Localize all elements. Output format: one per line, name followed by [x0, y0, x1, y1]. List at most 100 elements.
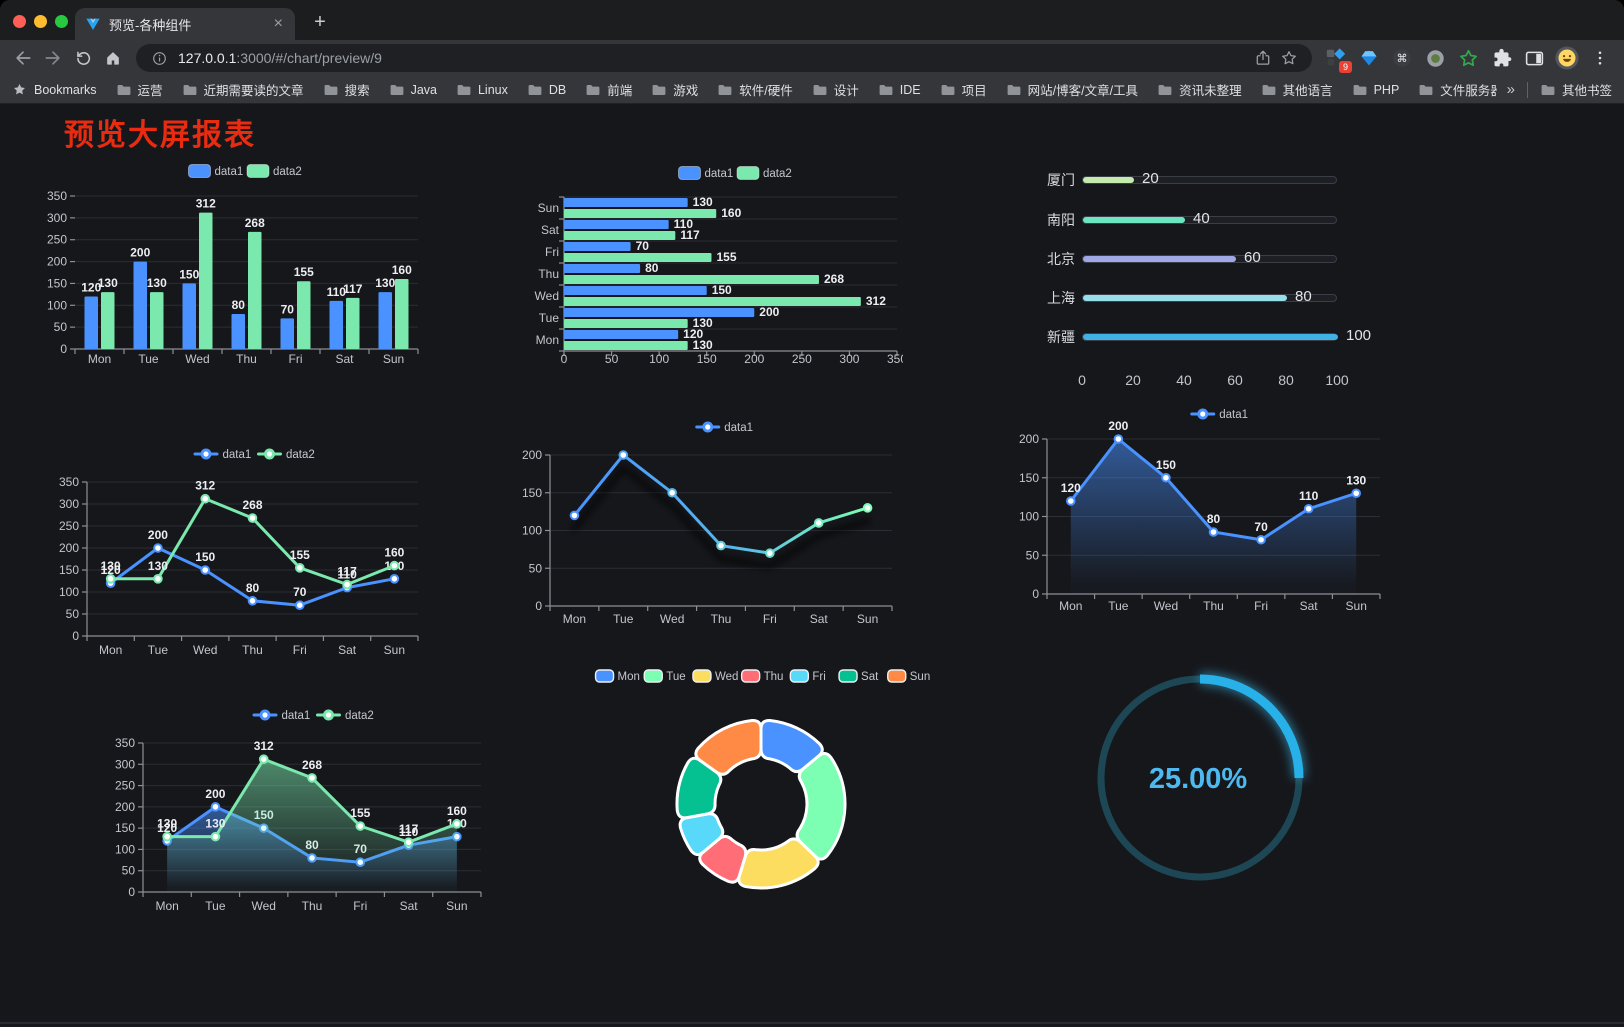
forward-button[interactable] — [38, 43, 68, 73]
window-zoom-button[interactable] — [55, 15, 68, 28]
bookmark-folder[interactable]: 软件/硬件 — [717, 80, 793, 99]
home-button[interactable] — [98, 43, 128, 73]
legend-item-data1[interactable]: data1 — [188, 164, 244, 179]
data-point-data2-Tue[interactable] — [153, 574, 163, 584]
bar-data1-Fri[interactable] — [280, 318, 295, 349]
window-close-button[interactable] — [13, 15, 26, 28]
progress-fill-新疆[interactable] — [1083, 334, 1338, 340]
data-point-data1-Tue[interactable] — [210, 802, 221, 812]
side-panel-icon[interactable] — [1522, 46, 1546, 70]
progress-fill-上海[interactable] — [1083, 295, 1287, 301]
data-point-data2-Wed[interactable] — [258, 754, 269, 764]
bookmark-folder[interactable]: 其他语言 — [1261, 80, 1333, 99]
hbar-data2-Sat[interactable] — [564, 231, 676, 240]
legend-item-data1[interactable]: data1 — [252, 709, 311, 723]
pie-segment-Sat[interactable] — [675, 756, 723, 820]
bar-data2-Sun[interactable] — [395, 279, 409, 349]
bookmarks-overflow-button[interactable]: » — [1506, 81, 1515, 98]
hbar-data1-Tue[interactable] — [564, 308, 755, 317]
bookmark-folder[interactable]: 搜索 — [323, 80, 370, 99]
tab-close-icon[interactable]: × — [273, 15, 283, 32]
reload-button[interactable] — [68, 43, 98, 73]
browser-tab[interactable]: 预览-各种组件 × — [75, 8, 295, 40]
legend-item-Wed[interactable]: Wed — [692, 669, 738, 683]
bookmark-folder[interactable]: 文件服务器 — [1418, 80, 1497, 99]
legend-item-data2[interactable]: data2 — [736, 166, 792, 181]
hbar-data2-Sun[interactable] — [564, 209, 717, 218]
data-point-data1-Fri[interactable] — [1256, 534, 1266, 545]
data-point-data1-Mon[interactable] — [1065, 496, 1076, 506]
legend-item-Fri[interactable]: Fri — [789, 669, 826, 683]
window-minimize-button[interactable] — [34, 15, 47, 28]
data-point-data1-Sun[interactable] — [862, 503, 873, 513]
data-point-data1-Sun[interactable] — [1351, 488, 1362, 499]
browser-menu-button[interactable] — [1588, 46, 1612, 70]
data-point-data1-Tue[interactable] — [153, 543, 163, 553]
hbar-data1-Sun[interactable] — [564, 198, 688, 207]
data-point-data2-Fri[interactable] — [294, 563, 305, 573]
bookmark-page-button[interactable] — [1276, 45, 1302, 71]
extensions-puzzle-icon[interactable] — [1489, 46, 1513, 70]
data-point-data2-Fri[interactable] — [355, 821, 366, 831]
data-point-data2-Wed[interactable] — [200, 493, 211, 504]
bookmark-folder[interactable]: Linux — [456, 82, 508, 98]
site-info-button[interactable] — [146, 45, 172, 71]
data-point-data1-Thu[interactable] — [716, 540, 726, 551]
data-point-data1-Tue[interactable] — [1113, 434, 1124, 444]
pie-segment-Sun[interactable] — [694, 718, 763, 776]
legend-item-data2[interactable]: data2 — [246, 164, 302, 179]
data-point-data1-Fri[interactable] — [294, 600, 305, 610]
legend-item-data1[interactable]: data1 — [1190, 408, 1248, 422]
bookmark-folder[interactable]: 游戏 — [651, 80, 698, 99]
data-point-data1-Thu[interactable] — [1208, 527, 1219, 537]
pie-segment-Tue[interactable] — [795, 752, 847, 861]
legend-item-Mon[interactable]: Mon — [594, 669, 640, 683]
legend-item-Tue[interactable]: Tue — [643, 669, 686, 683]
data-point-data2-Tue[interactable] — [210, 831, 221, 842]
progress-fill-北京[interactable] — [1083, 256, 1236, 262]
bookmark-folder[interactable]: 资讯未整理 — [1157, 80, 1242, 99]
data-point-data1-Fri[interactable] — [765, 548, 775, 558]
data-point-data1-Wed[interactable] — [200, 565, 211, 575]
tiles-extension-icon[interactable]: 9 — [1324, 46, 1352, 73]
data-point-data2-Sun[interactable] — [389, 560, 400, 571]
bookmark-folder[interactable]: PHP — [1352, 82, 1399, 98]
diamond-extension-icon[interactable] — [1357, 46, 1381, 70]
progress-fill-厦门[interactable] — [1083, 177, 1134, 183]
legend-item-data1[interactable]: data1 — [695, 421, 753, 435]
data-point-data2-Mon[interactable] — [105, 574, 116, 584]
progress-fill-南阳[interactable] — [1083, 217, 1185, 223]
hbar-data2-Mon[interactable] — [564, 341, 688, 350]
bookmark-folder[interactable]: Java — [389, 82, 437, 98]
bookmark-folder[interactable]: DB — [527, 82, 566, 98]
legend-item-Thu[interactable]: Thu — [740, 669, 784, 683]
hbar-data1-Fri[interactable] — [564, 242, 631, 251]
url-bar[interactable]: 127.0.0.1:3000/#/chart/preview/9 — [136, 44, 1312, 72]
legend-item-data2[interactable]: data2 — [316, 709, 374, 723]
hbar-data2-Wed[interactable] — [564, 297, 861, 306]
data-point-data2-Sat[interactable] — [342, 579, 352, 590]
bookmark-folder[interactable]: 网站/博客/文章/工具 — [1006, 80, 1138, 99]
data-point-data1-Sun[interactable] — [389, 574, 400, 584]
data-point-data1-Mon[interactable] — [569, 510, 580, 521]
legend-item-data2[interactable]: data2 — [257, 448, 315, 462]
pie-segment-Thu[interactable] — [698, 834, 748, 884]
data-point-data2-Sun[interactable] — [452, 819, 462, 829]
bar-data1-Sat[interactable] — [329, 300, 344, 349]
data-point-data1-Tue[interactable] — [618, 450, 629, 460]
bar-data1-Sun[interactable] — [378, 292, 393, 349]
url-text[interactable]: 127.0.0.1:3000/#/chart/preview/9 — [178, 50, 1250, 66]
legend-item-data1[interactable]: data1 — [678, 166, 734, 181]
bar-data2-Sat[interactable] — [346, 297, 360, 349]
legend-item-data1[interactable]: data1 — [193, 448, 252, 462]
bar-data2-Tue[interactable] — [150, 292, 164, 349]
bar-data1-Wed[interactable] — [182, 283, 197, 349]
bookmark-folder[interactable]: 设计 — [812, 80, 859, 99]
data-point-data2-Sat[interactable] — [403, 837, 414, 847]
data-point-data2-Mon[interactable] — [162, 831, 172, 842]
bar-data2-Fri[interactable] — [297, 281, 311, 349]
bar-data1-Thu[interactable] — [231, 314, 246, 349]
data-point-data2-Thu[interactable] — [307, 773, 317, 783]
bookmarks-manager-item[interactable]: Bookmarks — [12, 82, 97, 97]
data-point-data1-Thu[interactable] — [247, 596, 258, 606]
